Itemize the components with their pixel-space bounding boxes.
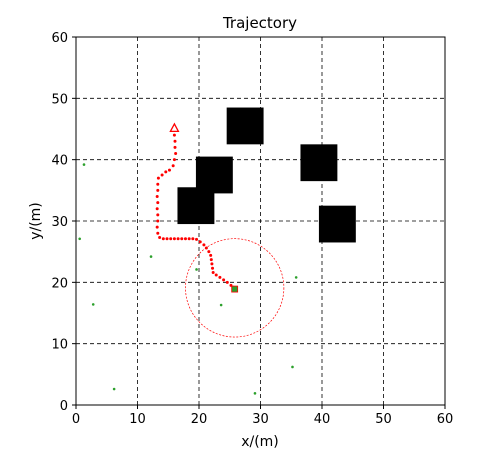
- trajectory-point: [204, 246, 208, 250]
- trajectory-point: [207, 250, 211, 254]
- grid-lines: [75, 36, 446, 406]
- trajectory-point: [172, 133, 176, 137]
- trajectory-point: [174, 152, 178, 156]
- scatter-point: [91, 303, 95, 306]
- scatter-points: [78, 163, 298, 395]
- trajectory-point: [156, 213, 160, 217]
- trajectory-point: [180, 237, 184, 241]
- goal-marker: [231, 285, 239, 293]
- trajectory-point: [211, 266, 215, 270]
- x-tick-label: 0: [72, 412, 80, 427]
- axis-ticks: 0 10 20 30 40 50 60 0 10 20 30 40 50 60: [51, 31, 453, 427]
- trajectory-point: [155, 194, 159, 198]
- trajectory-point: [165, 237, 169, 241]
- y-tick-label: 0: [60, 399, 68, 414]
- scatter-point: [78, 237, 81, 241]
- trajectory-point: [195, 237, 199, 241]
- trajectory-point: [191, 237, 195, 241]
- scatter-point: [291, 365, 294, 369]
- trajectory-point: [156, 219, 160, 223]
- y-tick-label: 10: [51, 338, 68, 353]
- trajectory-point: [222, 278, 226, 282]
- trajectory-point: [156, 182, 160, 186]
- trajectory-point: [209, 253, 213, 257]
- y-tick-label: 40: [51, 154, 68, 169]
- trajectory-point: [156, 231, 160, 235]
- scatter-point: [82, 163, 86, 166]
- trajectory-point: [173, 145, 177, 149]
- trajectory-point: [158, 236, 162, 240]
- trajectory-point: [202, 243, 206, 247]
- goal-region: [185, 238, 285, 338]
- scatter-point: [195, 268, 198, 271]
- trajectory-point: [173, 139, 177, 143]
- trajectory-point: [171, 164, 175, 168]
- trajectory-point: [156, 201, 160, 205]
- trajectory-point: [187, 237, 191, 241]
- obstacle-block: [177, 187, 215, 225]
- goal-radius-circle: [185, 238, 285, 338]
- trajectory-point: [164, 170, 168, 174]
- obstacle-block: [318, 205, 356, 243]
- trajectory-point: [156, 176, 160, 180]
- x-tick-label: 20: [191, 412, 208, 427]
- trajectory-point: [172, 158, 176, 162]
- y-tick-label: 60: [51, 31, 68, 46]
- trajectory-point: [161, 237, 165, 241]
- scatter-point: [253, 392, 257, 395]
- start-marker: [169, 122, 180, 133]
- obstacle-block: [226, 107, 264, 145]
- trajectory-point: [156, 188, 160, 192]
- y-tick-label: 20: [51, 276, 68, 291]
- trajectory-point: [198, 240, 202, 244]
- trajectory-point: [214, 273, 218, 277]
- scatter-point: [149, 255, 153, 258]
- trajectory-point: [211, 271, 215, 275]
- trajectory-point: [225, 280, 229, 284]
- x-axis-label: x/(m): [241, 434, 279, 450]
- trajectory-point: [209, 258, 213, 262]
- trajectory-point: [167, 168, 171, 172]
- x-tick-label: 50: [375, 412, 392, 427]
- x-tick-label: 10: [129, 412, 146, 427]
- y-tick-label: 30: [51, 215, 68, 230]
- trajectory-point: [183, 237, 187, 241]
- scatter-point: [294, 276, 298, 279]
- x-tick-label: 40: [314, 412, 331, 427]
- trajectory-path: [155, 133, 235, 289]
- y-tick-label: 50: [51, 92, 68, 107]
- scatter-point: [219, 303, 223, 307]
- y-axis-label: y/(m): [28, 202, 44, 240]
- trajectory-point: [155, 225, 159, 229]
- chart-title: Trajectory: [222, 14, 297, 32]
- trajectory-point: [176, 237, 180, 241]
- markers: [169, 122, 239, 293]
- scatter-point: [112, 387, 116, 391]
- trajectory-point: [160, 173, 164, 177]
- x-tick-label: 60: [437, 412, 454, 427]
- trajectory-point: [155, 207, 159, 211]
- trajectory-point: [218, 275, 222, 279]
- trajectory-point: [210, 262, 214, 266]
- obstacle-block: [300, 144, 338, 182]
- trajectory-point: [169, 237, 173, 241]
- x-tick-label: 30: [252, 412, 269, 427]
- obstacles: [177, 107, 356, 243]
- trajectory-point: [172, 237, 176, 241]
